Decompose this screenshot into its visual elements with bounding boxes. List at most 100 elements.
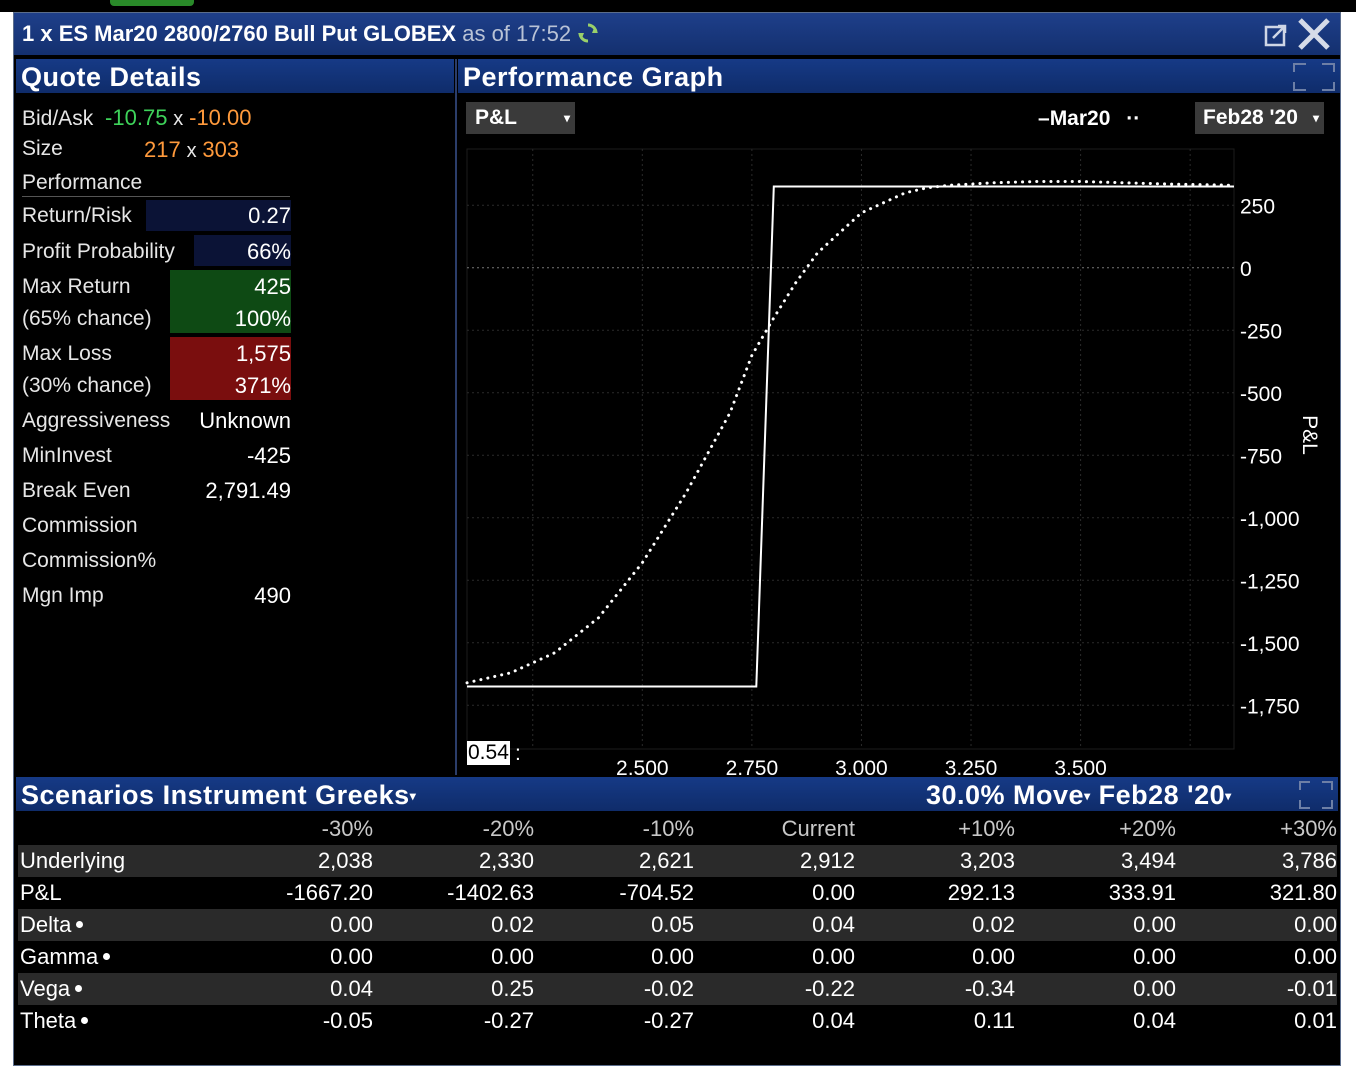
table-cell: 292.13: [947, 880, 1015, 905]
column-header: +10%: [958, 816, 1015, 841]
x-tick-label: 3,250: [945, 757, 998, 775]
date-dropdown[interactable]: Feb28 '20 ▾: [1195, 102, 1324, 134]
move-dropdown[interactable]: 30.0% Move▾ Feb28 '20▾: [926, 777, 1232, 814]
table-cell: 333.91: [1108, 880, 1176, 905]
commission-pct-label: Commission%: [22, 549, 157, 572]
scenarios-tab[interactable]: Scenarios: [21, 780, 155, 810]
info-dot-icon[interactable]: [75, 985, 83, 992]
as-of-time: as of 17:52: [462, 21, 572, 46]
ask-value[interactable]: -10.00: [189, 105, 252, 130]
y-tick-label: 250: [1240, 195, 1275, 218]
max-loss-pct-value: 371%: [234, 373, 291, 398]
bid-ask-separator: x: [173, 108, 184, 130]
metric-dropdown-value: P&L: [475, 106, 517, 129]
break-even-value: 2,791.49: [205, 478, 291, 503]
max-loss-bg: [170, 337, 291, 400]
chevron-down-icon: ▾: [563, 111, 570, 125]
row-label: Vega: [20, 976, 71, 1001]
quote-details-header: Quote Details: [16, 59, 454, 93]
mininvest-value: -425: [246, 443, 291, 468]
expand-icon[interactable]: [1298, 780, 1334, 810]
table-cell: -0.02: [534, 973, 694, 1005]
x-tick-label: 3,500: [1054, 757, 1107, 775]
y-tick-label: -1,000: [1240, 508, 1300, 531]
x-tick-label: 2,750: [726, 757, 779, 775]
table-row[interactable]: P&L -1667.20 -1402.63 -704.52 0.00 292.13 333.…: [18, 877, 1337, 909]
table-row[interactable]: Vega 0.04 0.25 -0.02 -0.22 -0.34 0.00 -0.01: [18, 973, 1337, 1005]
info-dot-icon[interactable]: [103, 953, 111, 960]
table-cell: -0.27: [483, 1008, 534, 1033]
table-cell: 0.04: [812, 1008, 855, 1033]
table-cell: 0.00: [491, 944, 534, 969]
table-cell: 0.00: [651, 944, 694, 969]
y-axis-label: P&L: [1298, 415, 1321, 455]
quote-details-title: Quote Details: [21, 62, 202, 92]
legend-solid-line-icon: –: [1038, 107, 1050, 130]
close-icon[interactable]: [1296, 17, 1332, 51]
chevron-down-icon: ▾: [1312, 111, 1319, 125]
mininvest-label: MinInvest: [22, 444, 112, 467]
aggressiveness-value: Unknown: [199, 408, 291, 433]
table-cell: 0.25: [373, 973, 534, 1005]
y-tick-label: -1,500: [1240, 633, 1300, 656]
table-row[interactable]: Delta 0.00 0.02 0.05 0.04 0.02 0.00 0.00: [18, 909, 1337, 941]
bid-value[interactable]: -10.75: [105, 105, 168, 130]
table-cell: 0.00: [812, 944, 855, 969]
table-cell: 0.04: [1133, 1008, 1176, 1033]
expand-icon[interactable]: [1292, 62, 1336, 92]
instrument-greeks-tab[interactable]: Instrument Greeks: [162, 780, 410, 810]
table-cell: 0.01: [1294, 1008, 1337, 1033]
table-cell: 3,494: [1015, 845, 1176, 877]
max-loss-value: 1,575: [235, 341, 291, 366]
top-strip: [0, 0, 1356, 12]
info-dot-icon[interactable]: [76, 921, 84, 928]
return-risk-bg: [146, 200, 291, 231]
table-cell: 0.00: [1294, 944, 1337, 969]
table-row[interactable]: Underlying 2,038 2,330 2,621 2,912 3,203 3,494…: [18, 845, 1337, 877]
table-cell: 0.00: [1176, 909, 1337, 941]
table-cell: 0.00: [330, 944, 373, 969]
max-return-bg: [170, 270, 291, 333]
table-cell: -1402.63: [447, 880, 534, 905]
chevron-down-icon[interactable]: ▾: [1225, 789, 1232, 803]
performance-graph-header: Performance Graph: [458, 59, 1340, 93]
table-cell: 0.04: [213, 973, 373, 1005]
series-line-dotted: [465, 180, 1236, 685]
chevron-down-icon[interactable]: ▾: [409, 789, 417, 803]
metric-dropdown[interactable]: P&L ▾: [466, 102, 575, 134]
table-cell: 0.00: [1015, 973, 1176, 1005]
table-cell: -0.34: [855, 973, 1015, 1005]
window-title-text: 1 x ES Mar20 2800/2760 Bull Put GLOBEX: [22, 21, 457, 46]
table-cell: 0.05: [534, 909, 694, 941]
refresh-icon[interactable]: [577, 22, 599, 44]
chevron-down-icon: ▾: [1084, 789, 1091, 803]
plot-area: [466, 148, 1235, 750]
legend-dotted-line-icon: ··: [1126, 107, 1141, 130]
table-cell: -0.22: [694, 973, 855, 1005]
table-cell: -0.01: [1176, 973, 1337, 1005]
panel-separator: [455, 59, 457, 775]
title-bar[interactable]: 1 x ES Mar20 2800/2760 Bull Put GLOBEX a…: [14, 13, 1340, 55]
detach-window-icon[interactable]: [1264, 23, 1288, 47]
table-cell: 0.00: [1133, 944, 1176, 969]
max-return-chance-label: (65% chance): [22, 307, 152, 330]
y-tick-label: 0: [1240, 258, 1252, 281]
max-loss-chance-label: (30% chance): [22, 374, 152, 397]
table-cell: 0.02: [855, 909, 1015, 941]
y-tick-label: -1,250: [1240, 570, 1300, 593]
table-row[interactable]: Gamma 0.00 0.00 0.00 0.00 0.00 0.00 0.00: [18, 941, 1337, 973]
cursor-value: 0.54: [468, 741, 509, 764]
max-loss-label: Max Loss: [22, 342, 112, 365]
info-dot-icon[interactable]: [81, 1017, 89, 1024]
table-cell: 0.02: [373, 909, 534, 941]
column-header: -30%: [321, 816, 373, 841]
mgn-imp-label: Mgn Imp: [22, 584, 104, 607]
table-cell: -704.52: [619, 880, 694, 905]
move-dropdown-value: 30.0% Move: [926, 780, 1085, 810]
table-row[interactable]: Theta -0.05 -0.27 -0.27 0.04 0.11 0.04 0.01: [18, 1005, 1337, 1037]
cursor-value-box: 0.54: [467, 741, 510, 765]
performance-chart[interactable]: 250 0 -250 -500 -750 -1,000 -1,250 -1,500 -1,750…: [458, 135, 1340, 775]
break-even-label: Break Even: [22, 479, 131, 502]
table-cell: 2,621: [534, 845, 694, 877]
scenario-date-value[interactable]: Feb28 '20: [1098, 780, 1226, 810]
